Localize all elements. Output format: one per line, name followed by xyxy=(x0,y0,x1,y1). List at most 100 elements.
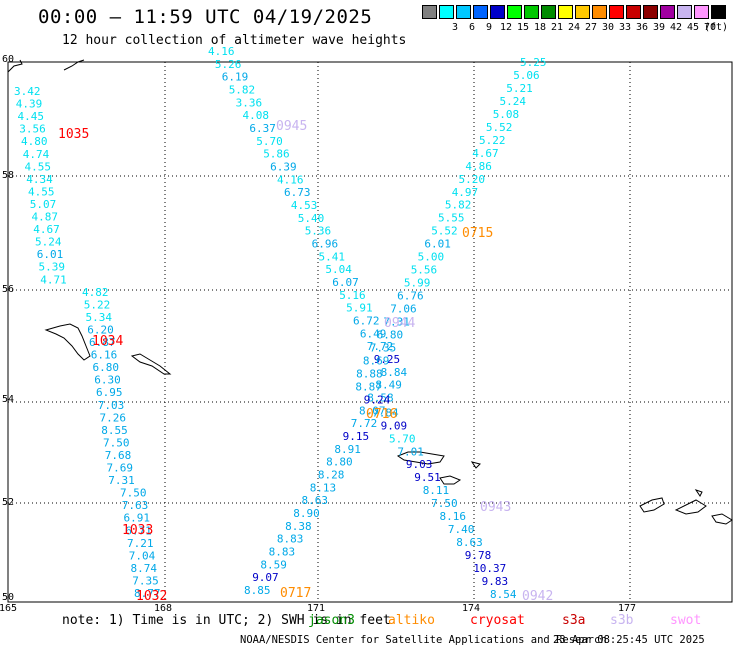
scale-label: 12 xyxy=(499,22,513,33)
wave-height-value: 6.20 xyxy=(87,323,114,336)
scale-swatch xyxy=(609,5,624,19)
scale-label: 27 xyxy=(584,22,598,33)
coastline xyxy=(470,461,481,469)
scale-label: 9 xyxy=(485,22,493,33)
scale-swatch xyxy=(643,5,658,19)
wave-height-value: 6.87 xyxy=(89,336,116,349)
wave-height-value: 6.01 xyxy=(424,238,451,251)
wave-height-value: 4.80 xyxy=(21,135,48,148)
wave-height-value: 6.01 xyxy=(37,248,64,261)
wave-height-value: 7.50 xyxy=(103,436,130,449)
scale-swatch xyxy=(490,5,505,19)
wave-height-value: 5.40 xyxy=(298,212,325,225)
scale-label: 18 xyxy=(533,22,547,33)
wave-height-value: 5.36 xyxy=(305,225,332,238)
footnote: note: 1) Time is in UTC; 2) SWH is in fe… xyxy=(62,613,395,628)
generation-timestamp: 23 Apr 08:25:45 UTC 2025 xyxy=(553,634,705,646)
wave-height-value: 6.71 xyxy=(125,524,152,537)
wave-height-value: 5.22 xyxy=(479,134,506,147)
wave-height-value: 5.82 xyxy=(229,84,256,97)
wave-height-value: 5.24 xyxy=(500,95,527,108)
pass-time-labels: 1035 1034 1033 1032 0945 0944 0943 0942 0715 0716… xyxy=(58,119,553,604)
scale-swatch xyxy=(626,5,641,19)
wave-height-value: 6.30 xyxy=(94,374,121,387)
wave-height-value: 5.86 xyxy=(263,148,290,161)
coastline xyxy=(130,353,172,375)
wave-height-value: 5.56 xyxy=(411,264,438,277)
pass-time-label: 0943 xyxy=(480,500,511,515)
wave-height-value: 4.71 xyxy=(40,273,67,286)
scale-label: 42 xyxy=(669,22,683,33)
wave-height-value: 5.21 xyxy=(506,82,533,95)
wave-height-value: 7.31 xyxy=(108,474,135,487)
coastline xyxy=(439,475,462,485)
wave-height-value: 7.31 xyxy=(383,316,410,329)
wave-height-value: 6.19 xyxy=(222,71,249,84)
wave-height-value: 6.80 xyxy=(377,329,404,342)
credit-line: NOAA/NESDIS Center for Satellite Applica… xyxy=(240,634,607,646)
lon-tick-label: 165 xyxy=(0,603,17,614)
wave-height-value: 5.99 xyxy=(404,277,431,290)
scale-swatch xyxy=(473,5,488,19)
wave-height-value: 8.91 xyxy=(334,443,361,456)
lat-tick-label: 58 xyxy=(2,170,14,181)
scale-swatch xyxy=(456,5,471,19)
scale-swatch xyxy=(558,5,573,19)
scale-label: 70 xyxy=(703,22,717,33)
wave-height-value: 6.39 xyxy=(270,161,297,174)
coastlines xyxy=(7,59,733,525)
wave-height-value: 6.91 xyxy=(124,512,151,525)
wave-height-value: 5.26 xyxy=(215,58,242,71)
scale-unit: (ft) xyxy=(704,22,729,33)
scale-swatch xyxy=(660,5,675,19)
wave-height-value: 5.39 xyxy=(39,261,66,274)
wave-height-value: 7.68 xyxy=(105,449,132,462)
legend-jason3: jason3 xyxy=(308,613,355,628)
wave-height-value: 6.07 xyxy=(332,276,359,289)
wave-height-value: 5.25 xyxy=(520,56,547,69)
coastline xyxy=(674,499,707,515)
wave-height-value: 3.56 xyxy=(19,123,46,136)
wave-height-value: 8.87 xyxy=(355,380,382,393)
wave-height-value: 8.69 xyxy=(363,354,390,367)
lon-tick-label: 177 xyxy=(618,603,636,614)
wave-height-value: 8.80 xyxy=(326,456,353,469)
scale-label: 21 xyxy=(550,22,564,33)
scale-label: 33 xyxy=(618,22,632,33)
wave-height-value: 4.82 xyxy=(82,286,109,299)
wave-height-value: 7.06 xyxy=(390,303,417,316)
scale-swatch xyxy=(711,5,726,19)
scale-swatch xyxy=(541,5,556,19)
wave-height-value: 5.91 xyxy=(346,302,373,315)
scale-swatch xyxy=(524,5,539,19)
coastline xyxy=(63,59,85,71)
wave-height-value: 5.70 xyxy=(256,135,283,148)
wave-height-value: 6.49 xyxy=(360,327,387,340)
pass-time-label: 0945 xyxy=(276,119,307,134)
wave-height-value: 7.21 xyxy=(127,537,154,550)
wave-height-value: 8.28 xyxy=(318,469,345,482)
wave-height-value: 9.03 xyxy=(406,458,433,471)
legend-swot: swot xyxy=(670,613,702,628)
wave-height-value: 5.70 xyxy=(389,432,416,445)
wave-height-value: 9.83 xyxy=(482,575,509,588)
map-grid xyxy=(8,62,732,602)
scale-swatch xyxy=(439,5,454,19)
wave-height-value: 6.76 xyxy=(397,290,424,303)
wave-height-value: 5.16 xyxy=(339,289,366,302)
lat-tick-label: 52 xyxy=(2,497,14,508)
scale-label: 30 xyxy=(601,22,615,33)
wave-height-value: 5.00 xyxy=(418,251,445,264)
scale-swatch xyxy=(677,5,692,19)
wave-height-value: 8.90 xyxy=(293,507,320,520)
scale-swatch xyxy=(592,5,607,19)
wave-height-value: 5.04 xyxy=(325,263,352,276)
pass-time-label: 0944 xyxy=(384,316,415,331)
lat-tick-label: 54 xyxy=(2,394,14,405)
scale-label: 3 xyxy=(451,22,459,33)
lat-tick-label: 50 xyxy=(2,592,14,603)
wave-height-value: 8.77 xyxy=(134,587,161,600)
wave-height-value: 7.63 xyxy=(122,499,149,512)
wave-height-value: 6.96 xyxy=(312,238,339,251)
wave-height-value: 7.84 xyxy=(372,406,399,419)
